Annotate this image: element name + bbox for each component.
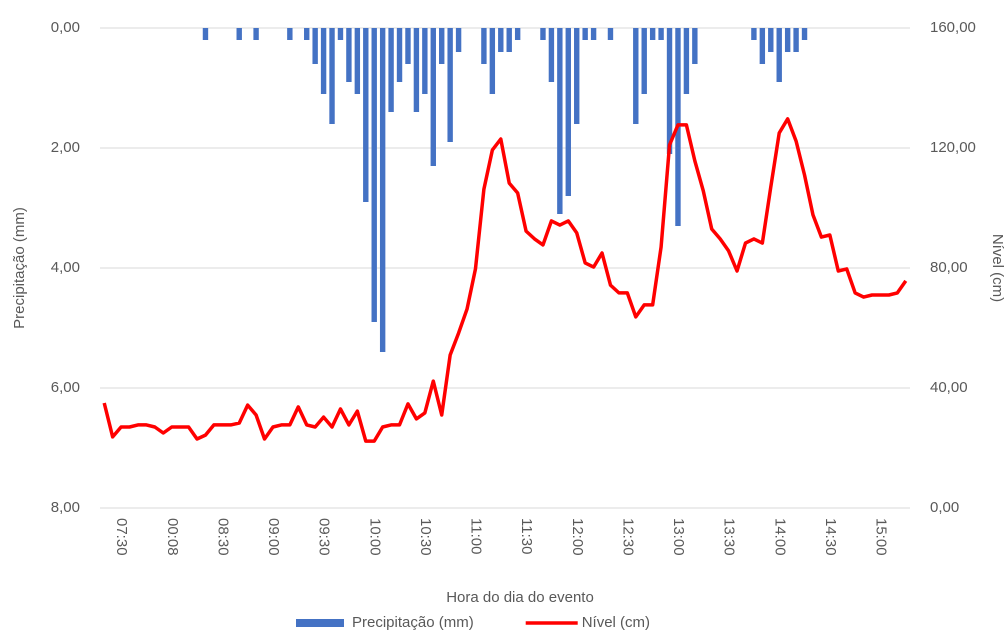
- bar: [574, 28, 580, 124]
- bar: [582, 28, 588, 40]
- bar: [304, 28, 310, 40]
- legend-label: Nível (cm): [582, 614, 650, 631]
- legend-swatch: [296, 619, 344, 627]
- bar: [658, 28, 664, 40]
- bar: [379, 28, 386, 352]
- bar: [557, 28, 563, 214]
- bar: [801, 28, 808, 40]
- bar: [784, 28, 791, 52]
- bar: [413, 28, 420, 112]
- bar: [388, 28, 394, 112]
- x-tick-label: 10:00: [366, 518, 383, 556]
- bar: [759, 28, 766, 64]
- bar: [540, 28, 546, 40]
- y2-axis-title: Nível (cm): [989, 234, 1006, 302]
- x-tick-label: 15:00: [873, 518, 890, 556]
- x-tick-label: 13:30: [721, 518, 738, 556]
- x-tick-label: 13:00: [670, 518, 687, 556]
- line: [102, 117, 908, 443]
- bar: [649, 28, 656, 40]
- bar: [481, 28, 487, 64]
- x-tick-label: 11:30: [518, 518, 535, 554]
- bar: [692, 28, 698, 64]
- y2-tick-label: 0,00: [930, 499, 959, 516]
- bar: [253, 28, 259, 40]
- bar: [363, 28, 369, 202]
- bar: [371, 28, 377, 322]
- y-tick-label: 8,00: [51, 499, 80, 516]
- y-tick-label: 4,00: [51, 259, 80, 276]
- bar: [751, 28, 757, 40]
- x-tick-label: 12:00: [569, 518, 586, 556]
- y-axis-title: Precipitação (mm): [11, 207, 28, 329]
- bar: [506, 28, 512, 52]
- bar: [405, 28, 411, 64]
- bar: [430, 28, 436, 166]
- bar: [236, 28, 242, 40]
- x-tick-label: 09:00: [265, 518, 282, 556]
- x-tick-label: 07:30: [113, 518, 130, 556]
- bar: [439, 28, 445, 64]
- y-tick-label: 0,00: [51, 19, 80, 36]
- bar: [320, 28, 327, 94]
- y2-tick-label: 160,00: [930, 19, 976, 36]
- bar: [202, 28, 209, 40]
- bar: [607, 28, 614, 40]
- bar: [455, 28, 462, 52]
- bar: [329, 28, 335, 124]
- x-tick-label: 14:00: [771, 518, 788, 556]
- x-tick-label: 00:08: [164, 518, 181, 556]
- x-tick-label: 12:30: [619, 518, 636, 556]
- bar: [489, 28, 496, 94]
- bar: [590, 28, 597, 40]
- y2-tick-label: 120,00: [930, 139, 976, 156]
- x-tick-label: 08:30: [214, 518, 231, 556]
- bar: [793, 28, 799, 52]
- x-tick-label: 10:30: [417, 518, 434, 556]
- y2-tick-label: 40,00: [930, 379, 968, 396]
- bar: [346, 28, 352, 82]
- bar: [683, 28, 690, 94]
- x-tick-label: 14:30: [822, 518, 839, 556]
- bar: [768, 28, 774, 52]
- bar: [498, 28, 504, 52]
- bar: [396, 28, 403, 82]
- x-axis-title: Hora do dia do evento: [446, 589, 594, 606]
- bar: [666, 28, 673, 154]
- bar: [641, 28, 647, 94]
- y2-tick-label: 80,00: [930, 259, 968, 276]
- x-tick-label: 09:30: [316, 518, 333, 556]
- y-tick-label: 2,00: [51, 139, 80, 156]
- bar: [447, 28, 453, 142]
- y-tick-label: 6,00: [51, 379, 80, 396]
- bar: [633, 28, 639, 124]
- bar: [422, 28, 428, 94]
- bar: [548, 28, 555, 82]
- bar: [514, 28, 521, 40]
- bar: [312, 28, 318, 64]
- bar: [565, 28, 571, 196]
- bar: [354, 28, 361, 94]
- legend-label: Precipitação (mm): [352, 614, 474, 631]
- x-tick-label: 11:00: [468, 518, 485, 554]
- bar: [776, 28, 782, 82]
- bar: [337, 28, 344, 40]
- bar: [287, 28, 293, 40]
